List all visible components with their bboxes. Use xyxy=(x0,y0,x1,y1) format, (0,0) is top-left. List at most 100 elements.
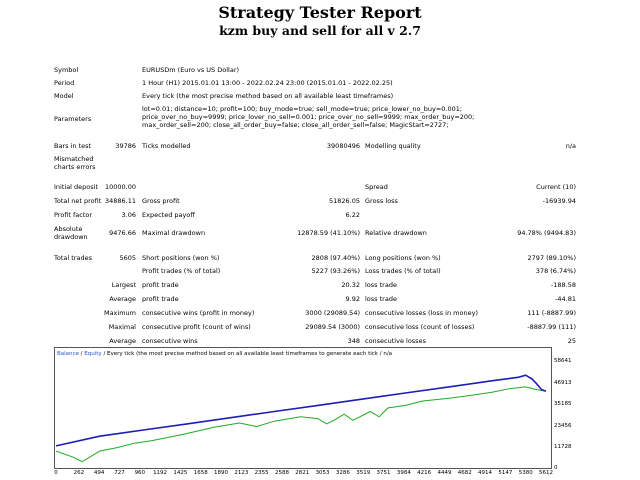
gross-profit-value: 51826.05 xyxy=(328,197,360,205)
short-positions-value: 2808 (97.40%) xyxy=(311,254,360,262)
balance-line xyxy=(55,374,547,447)
period-label: Period xyxy=(54,79,75,87)
legend-sep-1: / xyxy=(78,351,85,357)
consecutive-profit-count-label: consecutive profit (count of wins) xyxy=(142,323,251,331)
maximal-drawdown-value: 12878.59 (41.10%) xyxy=(297,229,360,237)
quality-label: Modelling quality xyxy=(365,142,421,150)
x-tick-label: 4682 xyxy=(457,470,472,476)
average-loss-label: loss trade xyxy=(365,295,397,303)
y-tick-label: 35185 xyxy=(554,401,572,407)
y-tick-label: 23456 xyxy=(554,423,572,429)
net-profit-value: 34886.11 xyxy=(104,197,136,205)
consecutive-loss-count-value: -8887.99 (111) xyxy=(527,323,576,331)
x-tick-label: 5612 xyxy=(539,470,553,476)
x-tick-label: 3519 xyxy=(356,470,371,476)
expected-payoff-value: 6.22 xyxy=(345,211,360,219)
consecutive-wins-money-label: consecutive wins (profit in money) xyxy=(142,309,255,317)
consecutive-loss-count-label: consecutive loss (count of losses) xyxy=(365,323,475,331)
gross-loss-value: -16939.94 xyxy=(542,197,576,205)
parameters-label: Parameters xyxy=(54,115,92,123)
average-loss-value: -44.81 xyxy=(555,295,576,303)
equity-line xyxy=(55,386,547,463)
total-trades-label: Total trades xyxy=(54,254,92,262)
maximal-label: Maximal xyxy=(108,323,136,331)
maximal-drawdown-label: Maximal drawdown xyxy=(142,229,206,237)
report-subtitle: kzm buy and sell for all v 2.7 xyxy=(219,23,421,38)
model-label: Model xyxy=(54,92,74,100)
report-title: Strategy Tester Report xyxy=(218,3,422,22)
maximum-label: Maximum xyxy=(103,309,136,317)
x-tick-label: 2123 xyxy=(234,470,249,476)
x-tick-label: 3053 xyxy=(315,470,330,476)
initial-deposit-value: 10000.00 xyxy=(104,183,136,191)
absolute-drawdown-value: 9476.66 xyxy=(109,229,136,237)
y-tick-label: 11728 xyxy=(554,444,572,450)
average-profit-label: profit trade xyxy=(142,295,179,303)
average-consecutive-wins-value: 348 xyxy=(347,337,360,345)
quality-value: n/a xyxy=(565,142,576,150)
x-tick-label: 4216 xyxy=(417,470,432,476)
x-tick-label: 3751 xyxy=(376,470,391,476)
x-tick-label: 960 xyxy=(134,470,146,476)
long-positions-label: Long positions (won %) xyxy=(365,254,441,262)
symbol-label: Symbol xyxy=(54,66,79,74)
consecutive-losses-money-label: consecutive losses (loss in money) xyxy=(365,309,478,317)
x-tick-label: 3984 xyxy=(396,470,411,476)
x-tick-label: 2821 xyxy=(295,470,310,476)
x-tick-label: 494 xyxy=(93,470,105,476)
consecutive-losses-money-value: 111 (-8887.99) xyxy=(527,309,576,317)
x-tick-label: 1192 xyxy=(153,470,168,476)
consecutive-wins-money-value: 3000 (29089.54) xyxy=(305,309,360,317)
model-value: Every tick (the most precise method base… xyxy=(142,92,394,100)
profit-trades-label: Profit trades (% of total) xyxy=(142,267,221,275)
period-value: 1 Hour (H1) 2015.01.01 13:00 - 2022.02.2… xyxy=(142,79,393,87)
average-profit-value: 9.92 xyxy=(345,295,360,303)
y-tick-label: 0 xyxy=(554,465,558,471)
profit-trades-value: 5227 (93.26%) xyxy=(311,267,360,275)
x-tick-label: 4449 xyxy=(437,470,452,476)
total-trades-value: 5605 xyxy=(119,254,136,262)
spread-label: Spread xyxy=(365,183,388,191)
parameters-value: lot=0.01; distance=10; profit=100; buy_m… xyxy=(142,105,475,129)
average-consecutive-losses-value: 25 xyxy=(567,337,576,345)
initial-deposit-label: Initial deposit xyxy=(54,183,99,191)
legend-quality: / n/a xyxy=(377,351,393,357)
y-tick-label: 58641 xyxy=(554,358,572,364)
loss-trades-value: 378 (6.74%) xyxy=(535,267,576,275)
x-tick-label: 5147 xyxy=(498,470,513,476)
net-profit-label: Total net profit xyxy=(54,197,102,205)
legend-model: / Every tick (the most precise method ba… xyxy=(101,351,378,357)
gross-loss-label: Gross loss xyxy=(365,197,398,205)
relative-drawdown-value: 94.78% (9494.83) xyxy=(517,229,576,237)
x-tick-label: 1425 xyxy=(173,470,188,476)
largest-loss-value: -188.58 xyxy=(550,281,576,289)
y-tick-label: 46913 xyxy=(554,380,572,386)
absolute-drawdown-label: Absolute drawdown xyxy=(54,225,88,241)
symbol-value: EURUSDm (Euro vs US Dollar) xyxy=(142,66,240,74)
x-tick-label: 2355 xyxy=(254,470,269,476)
profit-factor-value: 3.06 xyxy=(121,211,136,219)
average-consecutive-wins-label: consecutive wins xyxy=(142,337,198,345)
x-tick-label: 262 xyxy=(73,470,85,476)
bars-label: Bars in test xyxy=(54,142,92,150)
series-layer xyxy=(55,374,547,463)
short-positions-label: Short positions (won %) xyxy=(142,254,220,262)
consecutive-profit-count-value: 29089.54 (3000) xyxy=(305,323,360,331)
expected-payoff-label: Expected payoff xyxy=(142,211,195,219)
loss-trades-label: Loss trades (% of total) xyxy=(365,267,441,275)
balance-equity-chart xyxy=(54,347,552,469)
spread-value: Current (10) xyxy=(536,183,576,191)
ticks-value: 39080496 xyxy=(326,142,360,150)
average-consecutive-losses-label: consecutive losses xyxy=(365,337,426,345)
largest-profit-label: profit trade xyxy=(142,281,179,289)
long-positions-value: 2797 (89.10%) xyxy=(527,254,576,262)
profit-factor-label: Profit factor xyxy=(54,211,93,219)
average-consecutive-label: Average xyxy=(109,337,136,345)
legend-equity: Equity xyxy=(84,351,102,357)
x-tick-label: 2588 xyxy=(274,470,289,476)
x-tick-label: 4914 xyxy=(478,470,493,476)
chart-legend: Balance / Equity / Every tick (the most … xyxy=(57,351,392,357)
x-tick-label: 5380 xyxy=(518,470,533,476)
x-tick-label: 727 xyxy=(114,470,125,476)
x-tick-label: 0 xyxy=(54,470,58,476)
